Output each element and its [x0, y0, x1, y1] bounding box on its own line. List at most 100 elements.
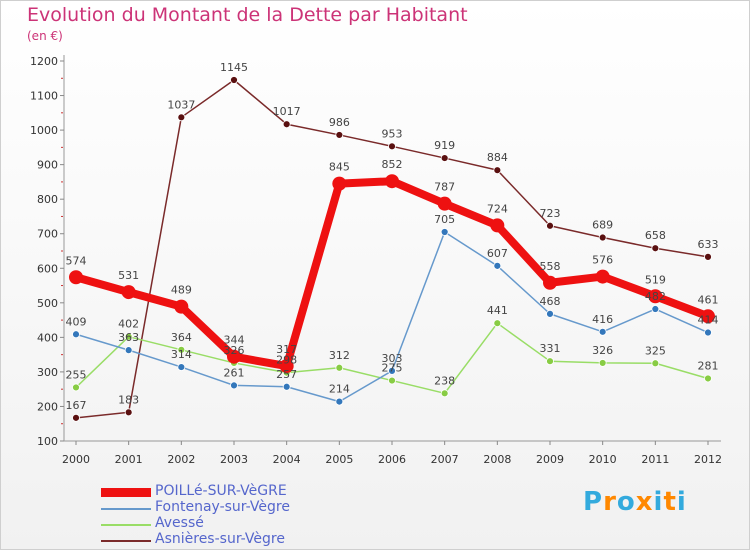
data-label: 364	[171, 331, 192, 344]
series-lines	[69, 76, 715, 422]
x-tick-label: 2003	[220, 453, 248, 466]
y-tick-label: 100	[37, 435, 58, 448]
legend-swatch	[101, 524, 151, 526]
y-tick-label: 800	[37, 193, 58, 206]
data-point	[493, 166, 502, 175]
data-point	[704, 374, 712, 383]
data-label: 482	[645, 290, 666, 303]
data-point	[72, 383, 80, 392]
data-point	[440, 154, 449, 162]
data-point	[490, 218, 505, 233]
legend-swatch	[101, 508, 151, 510]
data-label: 519	[645, 273, 666, 286]
data-point	[124, 332, 133, 341]
data-point	[121, 285, 136, 300]
data-label: 344	[224, 334, 245, 347]
data-label: 402	[118, 318, 139, 331]
data-label: 326	[224, 344, 245, 357]
data-point	[388, 376, 396, 385]
data-point	[651, 305, 660, 313]
data-point	[177, 363, 186, 371]
data-label: 363	[118, 331, 139, 344]
data-point	[493, 319, 502, 328]
data-point	[332, 176, 347, 191]
unit-label: (en €)	[27, 29, 63, 43]
data-label: 531	[118, 269, 139, 282]
logo-letter: t	[663, 487, 677, 517]
data-label: 852	[382, 158, 403, 171]
data-point	[227, 349, 241, 364]
data-label: 409	[66, 315, 87, 328]
logo-letter: r	[603, 487, 617, 517]
chart-title: Evolution du Montant de la Dette par Hab…	[27, 4, 468, 26]
data-point	[335, 131, 344, 139]
legend-label: Avessé	[155, 515, 204, 531]
logo-letter: i	[653, 487, 664, 517]
logo-letter: o	[616, 487, 636, 517]
data-label: 468	[540, 295, 561, 308]
data-label: 845	[329, 161, 350, 174]
data-label: 416	[592, 313, 613, 326]
data-point	[72, 413, 80, 422]
data-point	[704, 328, 712, 337]
data-label: 489	[171, 284, 192, 297]
data-label: 1017	[273, 105, 301, 118]
data-point	[543, 275, 557, 290]
data-point	[493, 261, 502, 270]
data-label: 576	[592, 254, 613, 267]
data-label: 787	[434, 181, 455, 194]
data-point	[648, 289, 663, 304]
data-label: 238	[434, 374, 455, 387]
x-tick-label: 2009	[536, 453, 564, 466]
data-label: 281	[698, 359, 719, 372]
data-label: 312	[329, 349, 350, 362]
data-point	[651, 244, 660, 253]
data-point	[72, 330, 80, 339]
data-point	[177, 113, 186, 122]
data-point	[546, 357, 554, 366]
data-label: 1145	[220, 61, 248, 74]
series-line	[75, 231, 709, 403]
x-tick-label: 2011	[641, 453, 669, 466]
x-tick-label: 2007	[431, 453, 459, 466]
y-tick-label: 600	[37, 262, 58, 275]
legend-label: POILLé-SUR-VèGRE	[155, 483, 287, 499]
data-label: 298	[276, 354, 297, 367]
y-tick-label: 300	[37, 366, 58, 379]
data-label: 953	[382, 127, 403, 140]
data-label: 326	[592, 344, 613, 357]
data-label: 986	[329, 116, 350, 129]
data-label: 261	[224, 366, 245, 379]
data-label: 919	[434, 139, 455, 152]
data-label: 689	[592, 219, 613, 232]
data-point	[230, 76, 238, 84]
data-label: 255	[66, 368, 87, 381]
x-tick-label: 2005	[325, 453, 353, 466]
data-point	[335, 363, 344, 372]
data-point	[598, 233, 607, 242]
data-label: 257	[276, 368, 297, 381]
x-tick-label: 2012	[694, 453, 722, 466]
data-label: 558	[540, 260, 561, 273]
data-point	[69, 270, 83, 285]
data-label: 461	[698, 293, 719, 306]
data-point	[437, 196, 452, 211]
data-label: 275	[382, 362, 403, 375]
data-point	[230, 381, 238, 390]
data-label: 705	[434, 213, 455, 226]
x-tick-label: 2004	[273, 453, 301, 466]
data-label: 884	[487, 151, 508, 164]
data-point	[385, 174, 399, 189]
x-tick-label: 2008	[483, 453, 511, 466]
data-point	[598, 327, 607, 336]
legend-label: Fontenay-sur-Vègre	[155, 499, 290, 515]
data-point	[282, 382, 291, 391]
data-label: 214	[329, 383, 350, 396]
data-labels: 167 183 1037 1145 1017 986 953 919 884 723 689 658 6…	[66, 61, 719, 412]
legend-label: Asnières-sur-Vègre	[155, 531, 285, 547]
data-point	[282, 120, 291, 129]
data-label: 167	[66, 399, 87, 412]
x-tick-label: 2006	[378, 453, 406, 466]
data-point	[388, 142, 396, 151]
data-label: 574	[66, 254, 87, 267]
